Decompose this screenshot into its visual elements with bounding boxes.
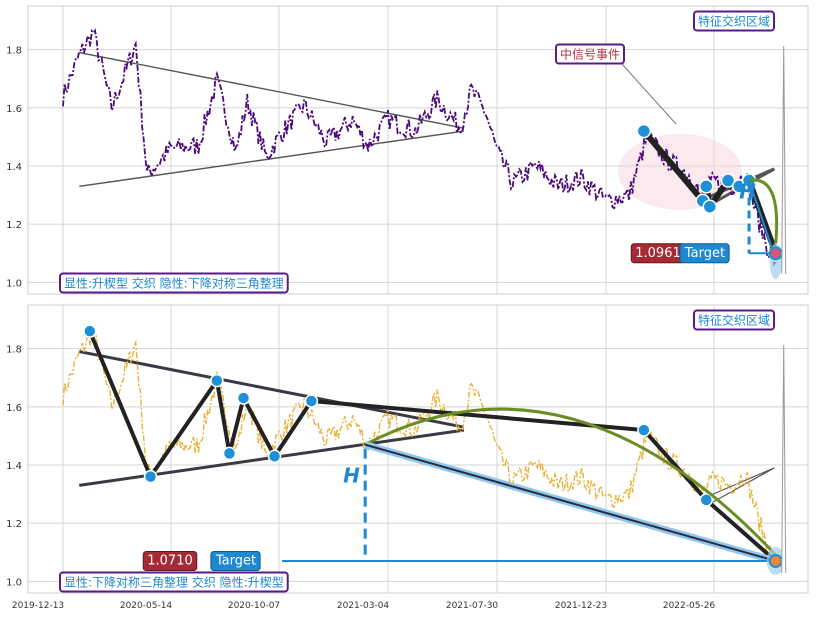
y-tick-label: 1.0 xyxy=(6,577,22,588)
y-tick-label: 1.6 xyxy=(6,403,22,414)
wedge-boundary-line xyxy=(706,467,775,498)
tag-top-right-box xyxy=(692,309,776,331)
y-tick-label: 1.0 xyxy=(6,278,22,289)
pivot-point xyxy=(304,394,319,408)
price-label: 1.0710 xyxy=(142,551,198,571)
x-tick-label: 2021-07-30 xyxy=(446,601,499,611)
x-tick-label: 2022-05-26 xyxy=(663,601,716,611)
price-label-box xyxy=(142,551,198,571)
target-label-text: Target xyxy=(215,554,256,569)
target-label-box xyxy=(210,551,261,571)
target-label: Target xyxy=(679,243,730,264)
projection-arrow xyxy=(364,407,777,557)
pivot-point xyxy=(699,179,714,194)
tag-bottom-left: 显性:升楔型 交织 隐性:下降对称三角整理 xyxy=(59,272,289,294)
tag-bottom-left-text: 显性:下降对称三角整理 交织 隐性:升楔型 xyxy=(64,575,284,590)
top-panel: 1.0 1.2 1.4 1.6 1.8 H 1.0961 Target 中信号事件 特征交织区域显… xyxy=(6,5,809,295)
y-tick-label: 1.4 xyxy=(6,461,22,472)
tag-top-right-text: 特征交织区域 xyxy=(698,313,770,328)
h-label: H xyxy=(343,464,360,488)
tag-bottom-left-box xyxy=(59,571,289,593)
vertical-marker xyxy=(781,344,787,574)
y-tick-label: 1.2 xyxy=(6,519,22,530)
projection-arrow xyxy=(748,178,779,244)
tag-top-right-box xyxy=(692,10,776,32)
target-line xyxy=(364,443,776,562)
tag-bottom-left-box xyxy=(59,272,289,294)
vertical-marker xyxy=(781,45,787,275)
callout-arrow xyxy=(621,63,677,125)
pivot-point xyxy=(699,493,714,507)
tag-top-right: 特征交织区域 xyxy=(692,10,776,32)
tag-bottom-left: 显性:下降对称三角整理 交织 隐性:升楔型 xyxy=(59,571,289,593)
price-label-text: 1.0710 xyxy=(147,554,193,569)
signal-annotation: 中信号事件 xyxy=(554,43,626,65)
x-tick-label: 2019-12-13 xyxy=(12,601,64,611)
x-tick-label: 2020-05-14 xyxy=(120,601,173,611)
price-label: 1.0961 xyxy=(630,243,686,264)
target-point xyxy=(768,246,783,261)
pivot-point xyxy=(236,391,251,405)
target-point xyxy=(768,554,783,568)
signal-annotation-box xyxy=(554,43,626,65)
x-axis: 2019-12-13 2020-05-14 2020-10-07 2021-03-04… xyxy=(12,601,716,611)
tag-bottom-left-text: 显性:升楔型 交织 隐性:下降对称三角整理 xyxy=(64,276,284,291)
pivot-point xyxy=(636,123,652,139)
pivot-point xyxy=(83,324,97,338)
y-tick-label: 1.4 xyxy=(6,162,22,173)
h-label: H xyxy=(739,180,756,204)
target-label-box xyxy=(679,243,730,264)
pivot-point xyxy=(222,446,237,461)
y-tick-label: 1.6 xyxy=(6,104,22,115)
target-label-text: Target xyxy=(684,246,725,261)
price-line xyxy=(62,28,777,267)
price-line xyxy=(62,327,777,565)
tag-top-right: 特征交织区域 xyxy=(692,309,776,331)
tag-top-right-text: 特征交织区域 xyxy=(698,14,770,29)
x-tick-label: 2021-03-04 xyxy=(337,601,390,611)
y-tick-label: 1.2 xyxy=(6,220,22,231)
target-label: Target xyxy=(210,551,261,571)
signal-annotation-text: 中信号事件 xyxy=(560,47,620,62)
triangle-boundary-line xyxy=(79,130,464,188)
x-tick-label: 2021-12-23 xyxy=(555,601,607,611)
pivot-point xyxy=(210,373,224,388)
triangle-boundary-line xyxy=(79,51,464,129)
pivot-point xyxy=(720,173,736,188)
target-line xyxy=(748,180,775,254)
price-label-text: 1.0961 xyxy=(635,246,681,261)
pivot-point xyxy=(143,469,158,484)
bottom-panel: 1.0 1.2 1.4 1.6 1.8 H 1.0710 Target 特征交织区域显性:下降对… xyxy=(6,304,809,594)
x-tick-label: 2020-10-07 xyxy=(228,601,280,611)
pivot-point xyxy=(702,199,718,214)
y-tick-label: 1.8 xyxy=(6,46,22,57)
pivot-point xyxy=(637,423,651,437)
y-tick-label: 1.8 xyxy=(6,345,22,356)
pivot-point xyxy=(267,449,282,464)
triangle-boundary-line xyxy=(78,350,465,429)
pivot-zigzag xyxy=(87,330,778,563)
plot-area xyxy=(27,304,809,594)
